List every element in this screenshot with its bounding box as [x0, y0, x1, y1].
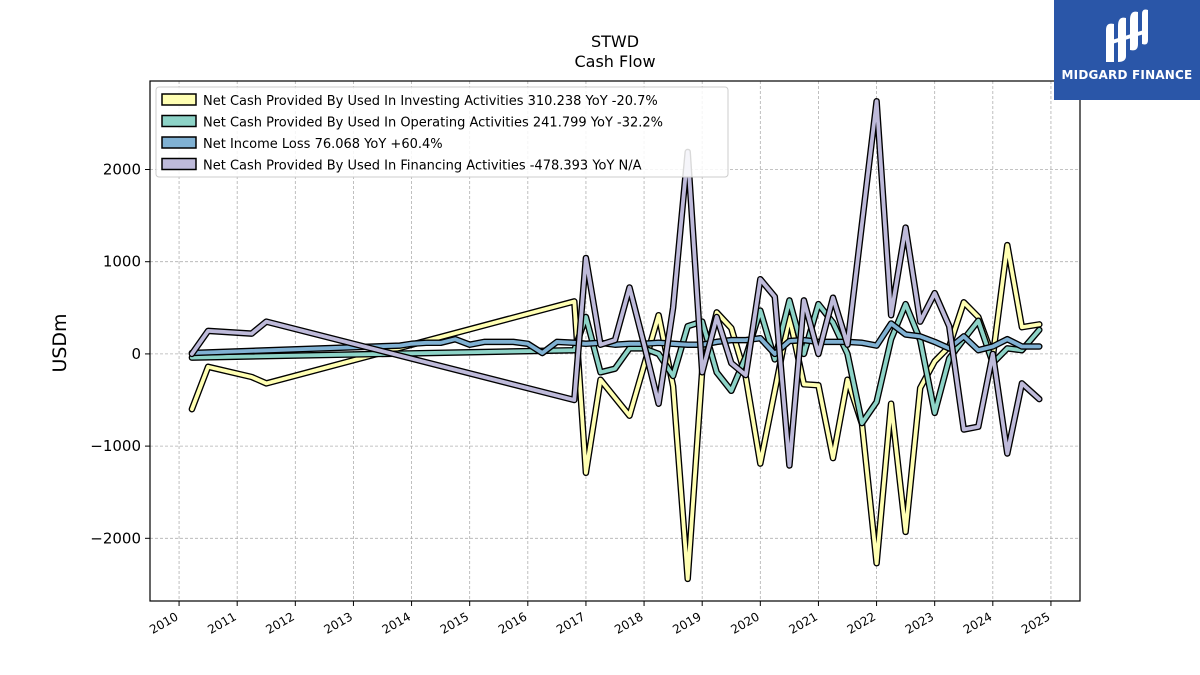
x-tick-label: 2012	[263, 609, 296, 636]
legend-swatch-2	[161, 136, 197, 149]
x-tick-label: 2022	[845, 609, 878, 636]
x-tick-label: 2016	[496, 609, 529, 636]
x-tick-label: 2017	[554, 609, 587, 636]
x-tick-label: 2013	[321, 609, 354, 636]
series-lines	[188, 98, 1043, 583]
legend-label-3: Net Cash Provided By Used In Financing A…	[203, 159, 642, 174]
x-tick-label: 2020	[728, 609, 761, 636]
plot-frame	[149, 80, 1081, 602]
x-tick-label: 2025	[1019, 609, 1052, 636]
x-tick-label: 2019	[670, 609, 703, 636]
legend-swatch-0	[161, 93, 197, 106]
x-tick-label: 2021	[786, 609, 819, 636]
chart-title-line1: STWD	[591, 32, 639, 51]
brand-logo: MIDGARD FINANCE	[1054, 0, 1200, 100]
series-line-3	[189, 99, 1042, 468]
chart-title-line2: Cash Flow	[574, 52, 655, 71]
x-tick-label: 2024	[961, 609, 994, 636]
brand-mark-icon	[1106, 9, 1148, 63]
legend-swatch-1	[161, 114, 197, 128]
x-tick-label: 2014	[380, 609, 413, 636]
y-tick-label: 1000	[103, 253, 141, 271]
x-tick-label: 2023	[903, 609, 936, 636]
x-tick-label: 2010	[147, 609, 180, 636]
y-tick-label: −2000	[90, 529, 141, 547]
x-tick-label: 2018	[612, 609, 645, 636]
y-tick-label: −1000	[90, 437, 141, 455]
y-axis-label: USDm	[49, 313, 71, 372]
legend-swatch-3	[161, 157, 197, 171]
legend-frame	[155, 86, 729, 178]
legend-label-0: Net Cash Provided By Used In Investing A…	[203, 94, 658, 109]
y-tick-label: 0	[131, 345, 141, 363]
legend: Net Cash Provided By Used In Investing A…	[155, 86, 729, 178]
legend-label-2: Net Income Loss 76.068 YoY +60.4%	[203, 137, 443, 152]
series-line-1	[189, 298, 1042, 426]
x-tick-label: 2011	[205, 609, 238, 636]
y-tick-label: 2000	[103, 161, 141, 179]
series-line-0	[189, 243, 1042, 581]
brand-name: MIDGARD FINANCE	[1061, 68, 1193, 82]
legend-label-1: Net Cash Provided By Used In Operating A…	[203, 116, 663, 131]
x-tick-label: 2015	[438, 609, 471, 636]
series-outline-0	[188, 241, 1043, 583]
